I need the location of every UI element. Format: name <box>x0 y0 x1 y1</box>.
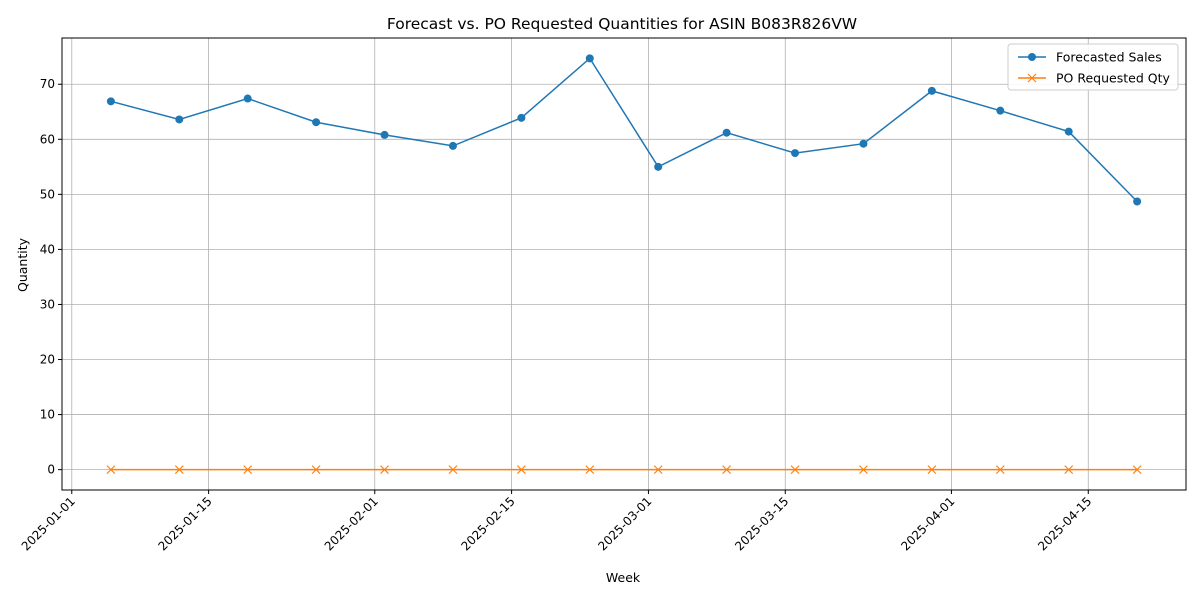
y-tick-label: 0 <box>47 463 55 477</box>
x-tick-label: 2025-03-01 <box>595 494 654 553</box>
data-point <box>995 465 1005 475</box>
data-point <box>516 465 526 475</box>
data-point <box>654 162 663 171</box>
x-marker-stroke <box>995 465 1005 475</box>
y-tick-label: 40 <box>40 242 55 256</box>
data-point <box>791 149 800 158</box>
y-tick-label: 30 <box>40 297 55 311</box>
data-point <box>380 130 389 139</box>
data-point <box>175 115 184 124</box>
legend-label: PO Requested Qty <box>1056 71 1170 86</box>
x-marker-stroke <box>790 465 800 475</box>
y-axis-ticks: 0 10 20 30 40 50 60 70 <box>40 77 62 477</box>
data-point <box>790 465 800 475</box>
data-point <box>927 86 936 95</box>
x-marker-stroke <box>653 465 663 475</box>
data-point <box>859 465 868 475</box>
data-point <box>517 113 526 122</box>
x-tick-label: 2025-04-15 <box>1035 494 1094 553</box>
x-tick-label: 2025-03-15 <box>732 494 791 553</box>
series-layer <box>106 54 1142 475</box>
x-tick-label: 2025-04-01 <box>898 494 957 553</box>
data-point <box>585 54 594 63</box>
x-marker-stroke <box>859 465 868 475</box>
y-axis-label: Quantity <box>15 237 30 292</box>
x-marker-stroke <box>311 465 321 475</box>
x-marker-stroke <box>1064 465 1074 475</box>
data-point <box>722 128 731 137</box>
x-tick-label: 2025-01-15 <box>156 494 215 553</box>
y-tick-label: 20 <box>40 353 55 367</box>
data-point <box>1133 197 1142 206</box>
legend: Forecasted Sales PO Requested Qty <box>1007 43 1179 91</box>
x-tick-label: 2025-01-01 <box>19 494 78 553</box>
data-point <box>106 465 116 475</box>
x-marker-stroke <box>722 465 732 475</box>
data-point <box>448 141 457 150</box>
x-marker-stroke <box>585 465 595 475</box>
series-line-forecasted-sales <box>110 57 1138 203</box>
x-marker-stroke <box>243 465 253 475</box>
y-tick-label: 50 <box>40 187 55 201</box>
y-tick-label: 10 <box>40 408 55 422</box>
data-point <box>174 465 184 475</box>
y-tick-label: 70 <box>40 77 55 91</box>
x-marker-stroke <box>174 465 184 475</box>
x-marker-stroke <box>448 465 458 475</box>
x-axis-label: Week <box>606 570 641 585</box>
data-point <box>243 94 252 103</box>
data-point <box>585 465 595 475</box>
data-point <box>243 465 253 475</box>
series-po-requested-qty <box>106 465 1142 475</box>
series-forecasted-sales <box>106 54 1142 206</box>
legend-label: Forecasted Sales <box>1056 50 1162 65</box>
chart-title: Forecast vs. PO Requested Quantities for… <box>387 15 857 33</box>
x-tick-label: 2025-02-15 <box>459 494 518 553</box>
x-tick-label: 2025-02-01 <box>322 494 381 553</box>
data-point <box>927 465 937 475</box>
x-marker-stroke <box>1027 73 1037 83</box>
data-point <box>380 465 389 475</box>
data-point <box>722 465 732 475</box>
legend-marker <box>1027 73 1037 83</box>
data-point <box>312 118 321 127</box>
x-marker-stroke <box>380 465 389 475</box>
legend-marker <box>1028 53 1036 61</box>
data-point <box>1132 465 1142 475</box>
data-point <box>448 465 458 475</box>
y-tick-label: 60 <box>40 132 55 146</box>
data-point <box>311 465 321 475</box>
x-marker-stroke <box>1132 465 1142 475</box>
data-point <box>1064 465 1074 475</box>
data-point <box>859 139 868 148</box>
data-point <box>106 97 115 106</box>
data-point <box>996 106 1005 115</box>
data-point <box>653 465 663 475</box>
legend-box <box>1007 43 1179 91</box>
x-marker-stroke <box>927 465 937 475</box>
x-axis-ticks: 2025-01-01 2025-01-15 2025-02-01 2025-02-15… <box>19 490 1094 553</box>
data-point <box>1064 127 1073 136</box>
x-marker-stroke <box>106 465 116 475</box>
grid-lines <box>62 38 1186 490</box>
x-marker-stroke <box>516 465 526 475</box>
plot-area-frame <box>61 37 1187 491</box>
